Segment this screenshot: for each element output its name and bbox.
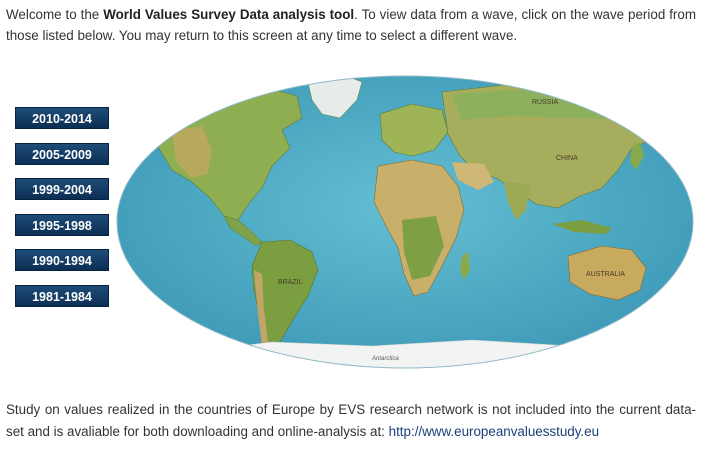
world-map: RUSSIA CHINA BRAZIL AUSTRALIA Antarctica xyxy=(112,70,702,376)
madagascar-shape xyxy=(460,252,470,280)
europe-shape xyxy=(379,103,449,157)
south-america-shape xyxy=(251,239,319,361)
new-zealand-shape xyxy=(662,294,674,320)
footer-note: Study on values realized in the countrie… xyxy=(6,402,696,439)
china-label: CHINA xyxy=(556,155,578,162)
map-border xyxy=(116,75,694,369)
greenland-shape xyxy=(306,76,363,119)
central-america-shape xyxy=(223,215,263,247)
indonesia-shape xyxy=(552,220,612,234)
world-map-image: RUSSIA CHINA BRAZIL AUSTRALIA Antarctica xyxy=(116,75,694,369)
wave-button-2010-2014[interactable]: 2010-2014 xyxy=(15,107,109,129)
intro-suffix: . To view data from a wave, click on the… xyxy=(6,7,696,43)
brazil-label: BRAZIL xyxy=(278,279,303,286)
wave-list: 2010-2014 2005-2009 1999-2004 1995-1998 … xyxy=(15,107,110,320)
intro-text: Welcome to the World Values Survey Data … xyxy=(6,4,696,46)
wave-button-1999-2004[interactable]: 1999-2004 xyxy=(15,178,109,200)
intro-prefix: Welcome to the xyxy=(6,7,104,22)
wave-button-1990-1994[interactable]: 1990-1994 xyxy=(15,249,109,271)
evs-link[interactable]: http://www.europeanvaluesstudy.eu xyxy=(388,424,600,439)
south-america-andes xyxy=(254,270,268,346)
antarctica-shape xyxy=(191,339,633,368)
russia-label: RUSSIA xyxy=(532,99,558,106)
india-region xyxy=(504,182,530,220)
tool-name: World Values Survey Data analysis tool xyxy=(103,7,355,22)
middle-east-region xyxy=(452,162,494,190)
africa-central xyxy=(402,216,444,280)
footer-text: Study on values realized in the countrie… xyxy=(6,399,696,443)
north-america-west xyxy=(172,126,212,178)
australia-shape xyxy=(567,245,647,301)
australia-label: AUSTRALIA xyxy=(586,271,625,278)
wave-button-1981-1984[interactable]: 1981-1984 xyxy=(15,284,109,307)
antarctica-label: Antarctica xyxy=(371,356,399,362)
wave-button-1995-1998[interactable]: 1995-1998 xyxy=(15,213,109,236)
japan-shape xyxy=(630,142,644,170)
wave-button-2005-2009[interactable]: 2005-2009 xyxy=(15,142,109,165)
